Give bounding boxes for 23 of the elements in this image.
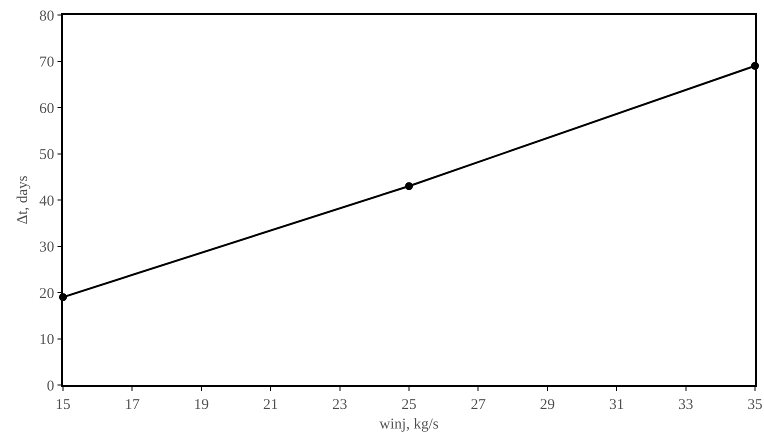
x-tick-label: 33: [678, 396, 694, 413]
y-tick-label: 50: [39, 147, 54, 163]
y-tick-label: 30: [39, 240, 54, 256]
y-tick-label: 0: [46, 378, 54, 394]
point: [405, 182, 413, 190]
x-tick-label: 29: [540, 396, 555, 413]
y-tick-label: 10: [39, 332, 54, 348]
y-tick-label: 20: [39, 286, 54, 302]
x-tick-label: 17: [124, 396, 140, 413]
x-axis-title: winj, kg/s: [379, 416, 439, 432]
x-tick-label: 19: [194, 396, 209, 413]
y-axis-title: Δt, days: [15, 175, 31, 224]
y-tick-label: 60: [39, 100, 54, 117]
y-tick-label: 80: [39, 8, 54, 24]
y-tick-label: 40: [39, 193, 54, 210]
x-tick-label: 15: [56, 396, 70, 413]
x-tick-label: 27: [470, 396, 486, 413]
x-tick-label: 35: [748, 396, 762, 413]
x-tick-label: 25: [402, 396, 416, 413]
x-tick-label: 23: [332, 396, 348, 413]
x-tick-label: 31: [609, 396, 624, 413]
y-tick-label: 70: [39, 54, 54, 70]
x-tick-label: 21: [263, 396, 278, 413]
